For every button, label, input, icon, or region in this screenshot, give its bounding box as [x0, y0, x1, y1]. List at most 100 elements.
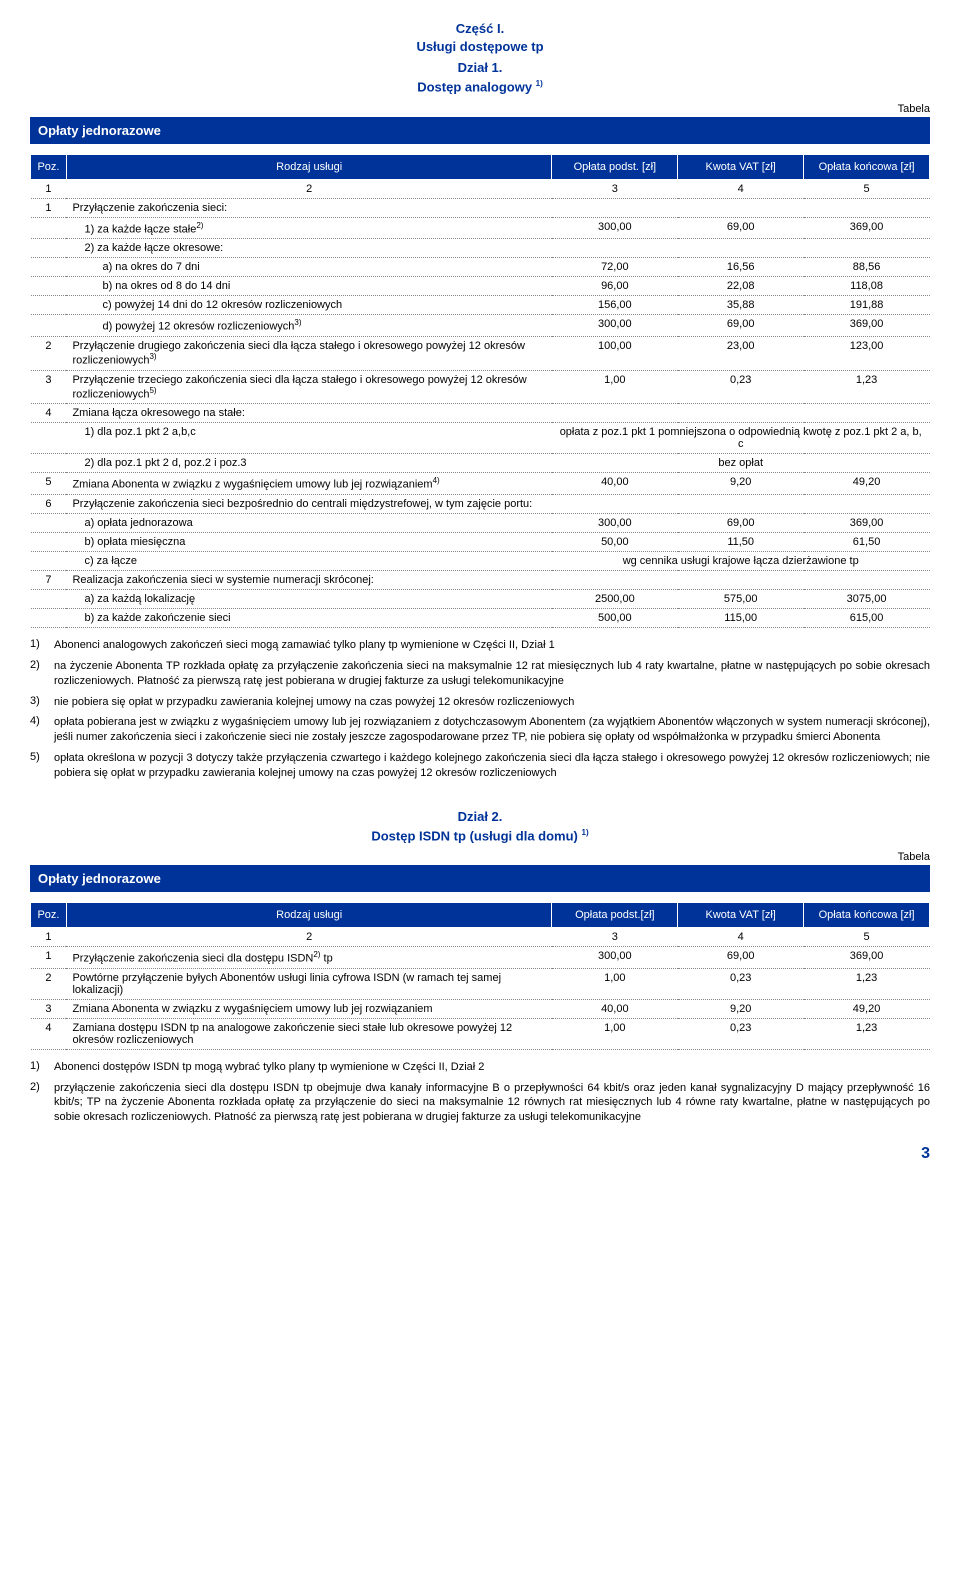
row-val: 123,00 — [804, 337, 930, 371]
band-oplaty-2: Opłaty jednorazowe — [30, 865, 930, 892]
footnote: 2)na życzenie Abonenta TP rozkłada opłat… — [30, 659, 930, 689]
table-row: a) opłata jednorazowa300,0069,00369,00 — [31, 513, 930, 532]
row-poz — [31, 296, 67, 315]
row-val: 49,20 — [804, 999, 930, 1018]
table-row: 4Zmiana łącza okresowego na stałe: — [31, 404, 930, 423]
row-val: 369,00 — [804, 513, 930, 532]
row-val — [678, 404, 804, 423]
row-val: 0,23 — [678, 1018, 804, 1049]
row-val: 1,23 — [804, 968, 930, 999]
row-desc: Przyłączenie zakończenia sieci: — [66, 198, 551, 217]
table-row: 2Powtórne przyłączenie byłych Abonentów … — [31, 968, 930, 999]
table2-label: Tabela — [30, 851, 930, 863]
row-poz — [31, 277, 67, 296]
table-row: 5Zmiana Abonenta w związku z wygaśnięcie… — [31, 473, 930, 495]
numcol: 5 — [804, 928, 930, 947]
section-sup: 1) — [536, 79, 543, 88]
numcol: 2 — [66, 179, 551, 198]
row-val: 0,23 — [678, 968, 804, 999]
row-desc: b) za każde zakończenie sieci — [66, 608, 551, 627]
row-poz — [31, 551, 67, 570]
row-desc: Przyłączenie trzeciego zakończenia sieci… — [66, 370, 551, 404]
row-poz — [31, 217, 67, 239]
section-title: Dział 1. — [30, 60, 930, 75]
section2-sup: 1) — [582, 828, 589, 837]
row-desc: a) opłata jednorazowa — [66, 513, 551, 532]
row-val: 35,88 — [678, 296, 804, 315]
footnote-text: Abonenci dostępów ISDN tp mogą wybrać ty… — [54, 1060, 930, 1075]
table-2-head: Poz. Rodzaj usługi Opłata podst.[zł] Kwo… — [31, 903, 930, 928]
th-rodzaj: Rodzaj usługi — [66, 903, 551, 928]
th-oplata: Opłata podst.[zł] — [552, 903, 678, 928]
row-val: 3075,00 — [804, 589, 930, 608]
footnote: 5)opłata określona w pozycji 3 dotyczy t… — [30, 751, 930, 781]
row-desc: Przyłączenie zakończenia sieci bezpośred… — [66, 494, 551, 513]
table-row: 1Przyłączenie zakończenia sieci: — [31, 198, 930, 217]
row-val — [552, 198, 678, 217]
row-poz: 4 — [31, 1018, 67, 1049]
row-val — [678, 494, 804, 513]
row-desc: a) na okres do 7 dni — [66, 258, 551, 277]
row-poz — [31, 315, 67, 337]
row-val: 69,00 — [678, 315, 804, 337]
table-row: 2Przyłączenie drugiego zakończenia sieci… — [31, 337, 930, 371]
row-poz: 2 — [31, 337, 67, 371]
row-desc: 1) dla poz.1 pkt 2 a,b,c — [66, 423, 551, 454]
table-row: 1Przyłączenie zakończenia sieci dla dost… — [31, 947, 930, 969]
row-val — [678, 198, 804, 217]
table-row: 7Realizacja zakończenia sieci w systemie… — [31, 570, 930, 589]
footnote-text: przyłączenie zakończenia sieci dla dostę… — [54, 1081, 930, 1126]
table-label: Tabela — [30, 103, 930, 115]
row-val: 61,50 — [804, 532, 930, 551]
row-poz — [31, 239, 67, 258]
row-desc: c) za łącze — [66, 551, 551, 570]
row-val: 40,00 — [552, 473, 678, 495]
table-row: c) powyżej 14 dni do 12 okresów rozlicze… — [31, 296, 930, 315]
row-val: 88,56 — [804, 258, 930, 277]
row-val: 22,08 — [678, 277, 804, 296]
row-span: wg cennika usługi krajowe łącza dzierżaw… — [552, 551, 930, 570]
table-row: 6Przyłączenie zakończenia sieci bezpośre… — [31, 494, 930, 513]
footnote-num: 3) — [30, 695, 54, 710]
row-val: 9,20 — [678, 999, 804, 1018]
row-poz — [31, 513, 67, 532]
row-desc: b) opłata miesięczna — [66, 532, 551, 551]
table-row: b) na okres od 8 do 14 dni96,0022,08118,… — [31, 277, 930, 296]
table-1: Poz. Rodzaj usługi Opłata podst. [zł] Kw… — [30, 154, 930, 628]
table-row: b) za każde zakończenie sieci500,00115,0… — [31, 608, 930, 627]
row-desc: 2) za każde łącze okresowe: — [66, 239, 551, 258]
table-row: d) powyżej 12 okresów rozliczeniowych3)3… — [31, 315, 930, 337]
part-title: Część I. — [30, 20, 930, 38]
row-val — [804, 494, 930, 513]
row-desc: a) za każdą lokalizację — [66, 589, 551, 608]
row-val: 575,00 — [678, 589, 804, 608]
band-oplaty-1: Opłaty jednorazowe — [30, 117, 930, 144]
table-row: 2) dla poz.1 pkt 2 d, poz.2 i poz.3bez o… — [31, 454, 930, 473]
row-val — [552, 494, 678, 513]
footnote: 1)Abonenci analogowych zakończeń sieci m… — [30, 638, 930, 653]
footnote-num: 2) — [30, 659, 54, 689]
row-val: 50,00 — [552, 532, 678, 551]
row-desc: b) na okres od 8 do 14 dni — [66, 277, 551, 296]
footnote-text: na życzenie Abonenta TP rozkłada opłatę … — [54, 659, 930, 689]
table-row: c) za łączewg cennika usługi krajowe łąc… — [31, 551, 930, 570]
row-span: bez opłat — [552, 454, 930, 473]
section2-title: Dział 2. — [30, 809, 930, 824]
row-val: 1,00 — [552, 1018, 678, 1049]
row-desc: Zmiana Abonenta w związku z wygaśnięciem… — [66, 999, 551, 1018]
row-val: 0,23 — [678, 370, 804, 404]
row-poz — [31, 608, 67, 627]
footnote: 1)Abonenci dostępów ISDN tp mogą wybrać … — [30, 1060, 930, 1075]
part-subtitle: Usługi dostępowe tp — [30, 38, 930, 56]
row-val: 369,00 — [804, 217, 930, 239]
row-val: 300,00 — [552, 217, 678, 239]
th-poz: Poz. — [31, 903, 67, 928]
table-row: b) opłata miesięczna50,0011,5061,50 — [31, 532, 930, 551]
th-koncowa: Opłata końcowa [zł] — [804, 903, 930, 928]
row-val: 156,00 — [552, 296, 678, 315]
footnote-text: Abonenci analogowych zakończeń sieci mog… — [54, 638, 930, 653]
row-val: 300,00 — [552, 315, 678, 337]
row-val: 2500,00 — [552, 589, 678, 608]
footnote-num: 5) — [30, 751, 54, 781]
th-koncowa: Opłata końcowa [zł] — [804, 154, 930, 179]
